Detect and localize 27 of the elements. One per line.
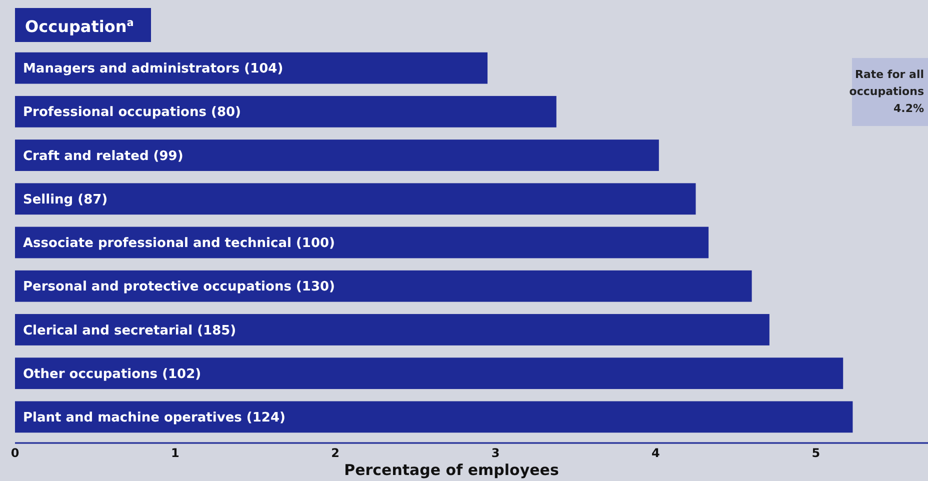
bar: [15, 270, 752, 302]
x-tick-label: 5: [812, 446, 820, 460]
y-tick-label: Professional occupations (80): [23, 105, 241, 120]
bar: [15, 52, 488, 84]
bar: [15, 96, 556, 128]
x-tick-label: 4: [652, 446, 660, 460]
bar: [15, 183, 696, 215]
y-tick-label: Craft and related (99): [23, 148, 184, 164]
annotation: Rate for all occupations 4.2%: [849, 68, 924, 115]
x-tick-label: 1: [170, 446, 180, 460]
bar: [15, 358, 844, 390]
bar: [15, 226, 709, 258]
y-tick-label: Selling (87): [23, 192, 108, 208]
x-tick-label: 0: [10, 446, 20, 460]
y-tick-label: Associate professional and technical (100): [23, 236, 335, 252]
bar: [15, 314, 770, 346]
chart-title: Occupation$^{a}$: [25, 17, 134, 36]
bar: [15, 401, 853, 433]
y-tick-label: Clerical and secretarial (185): [23, 323, 236, 338]
y-tick-label: Managers and administrators (104): [23, 62, 284, 77]
bar: [15, 140, 659, 171]
x-axis-title: Percentage of employees: [344, 461, 559, 479]
x-tick-label: 3: [491, 446, 500, 460]
x-tick-label: 2: [331, 446, 340, 460]
y-tick-label: Personal and protective occupations (130): [23, 280, 335, 295]
y-tick-label: Plant and machine operatives (124): [23, 410, 286, 426]
y-tick-label: Other occupations (102): [23, 366, 202, 382]
